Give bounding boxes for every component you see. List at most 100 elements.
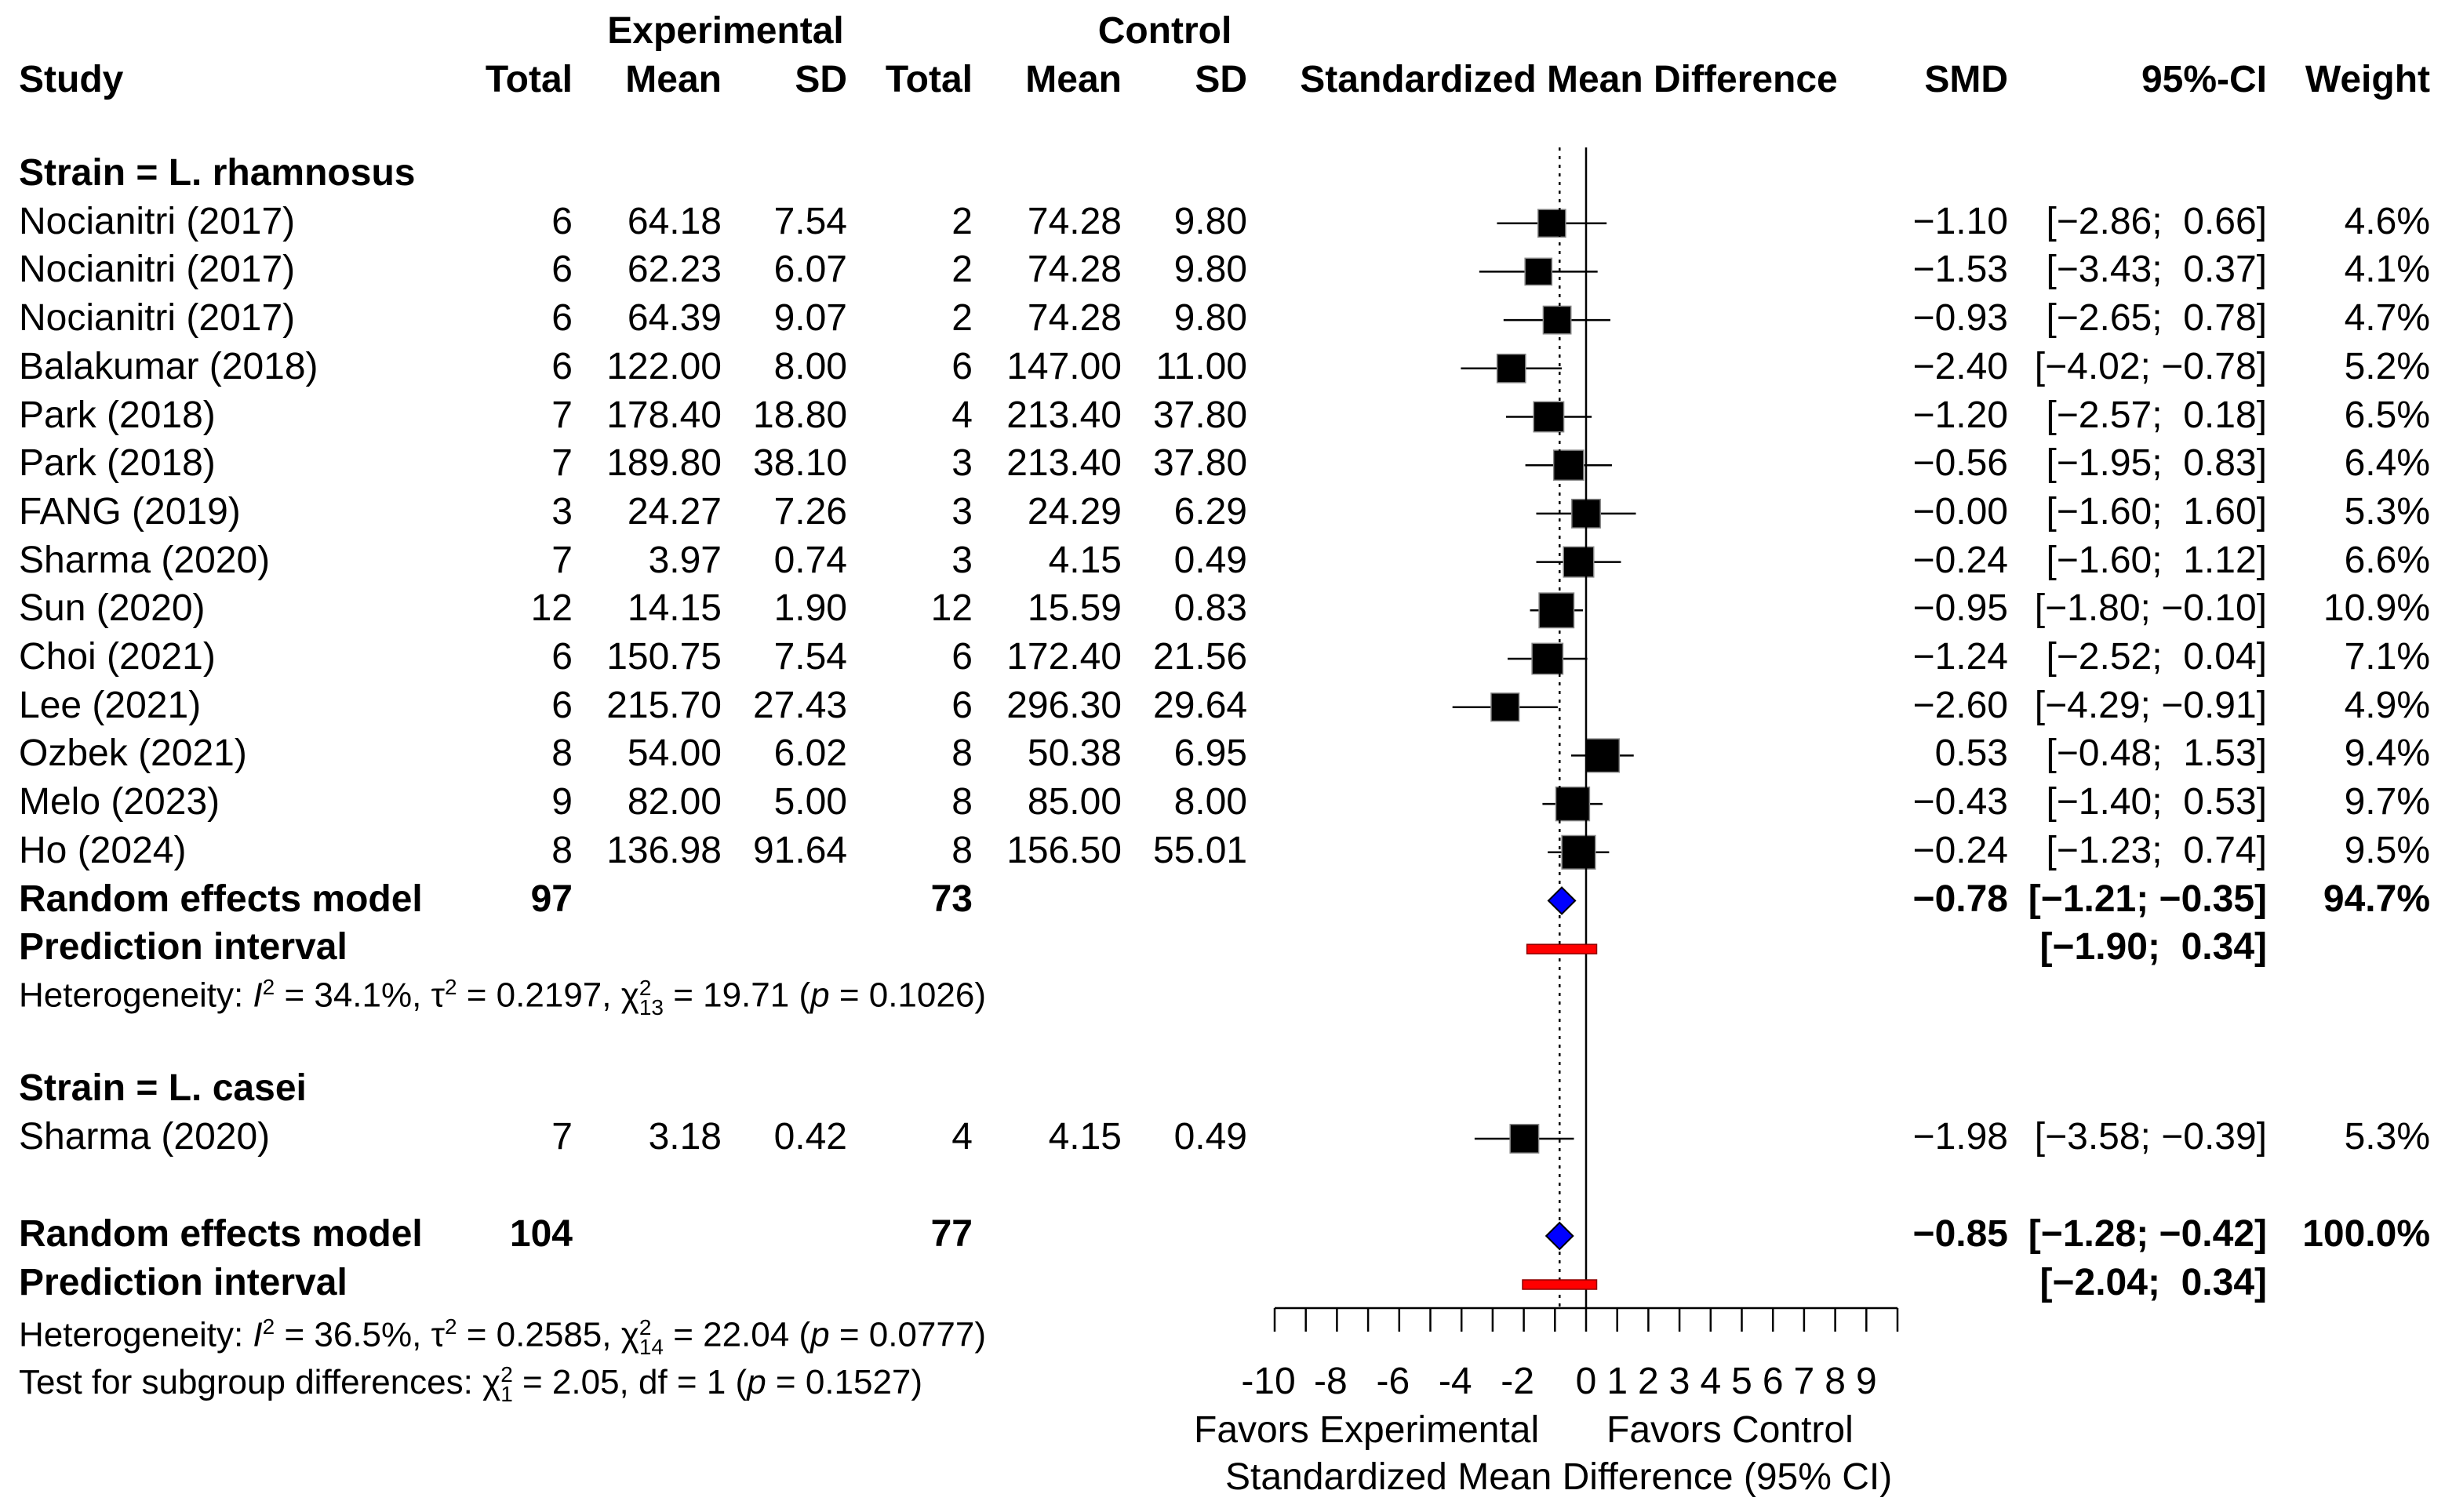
study-weight: 9.7% bbox=[2344, 781, 2430, 823]
study-c-total: 6 bbox=[951, 345, 973, 387]
header-e-mean: Mean bbox=[625, 59, 722, 100]
study-smd: −1.20 bbox=[1912, 394, 2008, 436]
study-e-sd: 6.07 bbox=[773, 249, 847, 291]
study-square-marker bbox=[1537, 209, 1566, 238]
overall-prediction-ci: [−2.04; 0.34] bbox=[2039, 1262, 2268, 1303]
study-c-sd: 21.56 bbox=[1153, 636, 1248, 678]
study-c-sd: 0.49 bbox=[1173, 1116, 1247, 1158]
study-e-total: 8 bbox=[551, 732, 573, 775]
study-smd: −0.24 bbox=[1912, 539, 2008, 581]
header-e-sd: SD bbox=[795, 59, 847, 100]
study-study: Lee (2021) bbox=[19, 684, 202, 726]
study-square-marker bbox=[1555, 786, 1591, 822]
study-c-total: 12 bbox=[930, 587, 973, 630]
x-tick-label: 4 bbox=[1700, 1361, 1722, 1402]
model-label: Random effects model bbox=[19, 878, 423, 920]
model-smd: −0.78 bbox=[1912, 878, 2008, 920]
study-e-sd: 5.00 bbox=[773, 781, 847, 823]
study-square-marker bbox=[1531, 642, 1564, 675]
study-c-mean: 74.28 bbox=[1027, 249, 1122, 291]
overall-c-total: 77 bbox=[930, 1213, 973, 1255]
x-tick-label: 8 bbox=[1825, 1361, 1846, 1402]
study-e-sd: 7.54 bbox=[773, 636, 847, 678]
study-c-mean: 213.40 bbox=[1006, 442, 1122, 485]
study-square-marker bbox=[1563, 546, 1595, 578]
study-weight: 4.6% bbox=[2344, 200, 2430, 242]
model-ci: [−1.21; −0.35] bbox=[2028, 878, 2267, 920]
study-weight: 6.5% bbox=[2344, 394, 2430, 436]
x-tick-label: 2 bbox=[1638, 1361, 1659, 1402]
study-e-mean: 178.40 bbox=[606, 394, 722, 436]
study-e-total: 6 bbox=[551, 636, 573, 678]
header-study: Study bbox=[19, 59, 124, 100]
study-e-total: 8 bbox=[551, 829, 573, 871]
overall-e-total: 104 bbox=[509, 1213, 573, 1255]
study-c-sd: 8.00 bbox=[1173, 781, 1247, 823]
x-tick-label: 5 bbox=[1731, 1361, 1752, 1402]
study-c-sd: 0.83 bbox=[1173, 587, 1247, 630]
model-weight: 94.7% bbox=[2323, 878, 2430, 920]
study-ci: [−2.86; 0.66] bbox=[2046, 200, 2267, 242]
study-smd: 0.53 bbox=[1934, 732, 2008, 775]
overall-ci: [−1.28; −0.42] bbox=[2028, 1213, 2267, 1255]
x-tick-label: -6 bbox=[1376, 1361, 1410, 1402]
study-study: Nocianitri (2017) bbox=[19, 297, 296, 340]
study-weight: 9.4% bbox=[2344, 732, 2430, 775]
study-e-mean: 64.18 bbox=[627, 200, 722, 242]
prediction-interval-bar-overall bbox=[1522, 1279, 1598, 1290]
model-c-total: 73 bbox=[930, 878, 973, 920]
study-e-sd: 18.80 bbox=[753, 394, 848, 436]
study-study: Nocianitri (2017) bbox=[19, 249, 296, 291]
header-smd: SMD bbox=[1924, 59, 2008, 100]
study-study: Ho (2024) bbox=[19, 829, 187, 871]
model-e-total: 97 bbox=[530, 878, 573, 920]
study-ci: [−2.57; 0.18] bbox=[2046, 394, 2267, 436]
study-e-sd: 6.02 bbox=[773, 732, 847, 775]
x-axis-title: Standardized Mean Difference (95% CI) bbox=[1225, 1456, 1893, 1498]
summary-diamond-overall bbox=[1544, 1221, 1574, 1251]
study-smd: −2.40 bbox=[1912, 345, 2008, 387]
study-e-mean: 24.27 bbox=[627, 490, 722, 532]
study-c-sd: 9.80 bbox=[1173, 297, 1247, 340]
overall-model-label: Random effects model bbox=[19, 1213, 423, 1255]
overall-weight: 100.0% bbox=[2302, 1213, 2430, 1255]
study-weight: 7.1% bbox=[2344, 636, 2430, 678]
x-tick-label: -4 bbox=[1438, 1361, 1472, 1402]
overall-smd: −0.85 bbox=[1912, 1213, 2008, 1255]
prediction-ci: [−1.90; 0.34] bbox=[2039, 926, 2268, 969]
study-c-sd: 9.80 bbox=[1173, 249, 1247, 291]
study-e-total: 6 bbox=[551, 200, 573, 242]
study-smd: −1.24 bbox=[1912, 636, 2008, 678]
header-c-total: Total bbox=[885, 59, 973, 100]
study-e-sd: 1.90 bbox=[773, 587, 847, 630]
study-c-mean: 74.28 bbox=[1027, 200, 1122, 242]
study-c-total: 4 bbox=[951, 1116, 973, 1158]
study-e-sd: 7.26 bbox=[773, 490, 847, 532]
study-e-total: 12 bbox=[530, 587, 573, 630]
study-weight: 6.4% bbox=[2344, 442, 2430, 485]
study-square-marker bbox=[1542, 305, 1572, 335]
study-e-mean: 122.00 bbox=[606, 345, 722, 387]
study-e-sd: 8.00 bbox=[773, 345, 847, 387]
summary-diamond-group1 bbox=[1547, 886, 1577, 915]
study-e-total: 6 bbox=[551, 249, 573, 291]
study-c-total: 6 bbox=[951, 684, 973, 726]
study-e-mean: 3.97 bbox=[648, 539, 722, 581]
study-ci: [−3.43; 0.37] bbox=[2046, 249, 2267, 291]
x-tick-label: 9 bbox=[1855, 1361, 1877, 1402]
study-smd: −2.60 bbox=[1912, 684, 2008, 726]
study-c-sd: 11.00 bbox=[1155, 345, 1247, 387]
study-e-sd: 27.43 bbox=[753, 684, 848, 726]
study-weight: 4.1% bbox=[2344, 249, 2430, 291]
study-e-sd: 38.10 bbox=[753, 442, 848, 485]
study-e-mean: 136.98 bbox=[606, 829, 722, 871]
study-ci: [−1.95; 0.83] bbox=[2046, 442, 2267, 485]
study-smd: −0.43 bbox=[1912, 781, 2008, 823]
study-c-mean: 172.40 bbox=[1006, 636, 1122, 678]
study-e-sd: 91.64 bbox=[753, 829, 848, 871]
study-study: Park (2018) bbox=[19, 442, 216, 485]
study-study: Balakumar (2018) bbox=[19, 345, 318, 387]
study-ci: [−3.58; −0.39] bbox=[2034, 1116, 2267, 1158]
x-tick-label: 3 bbox=[1668, 1361, 1690, 1402]
